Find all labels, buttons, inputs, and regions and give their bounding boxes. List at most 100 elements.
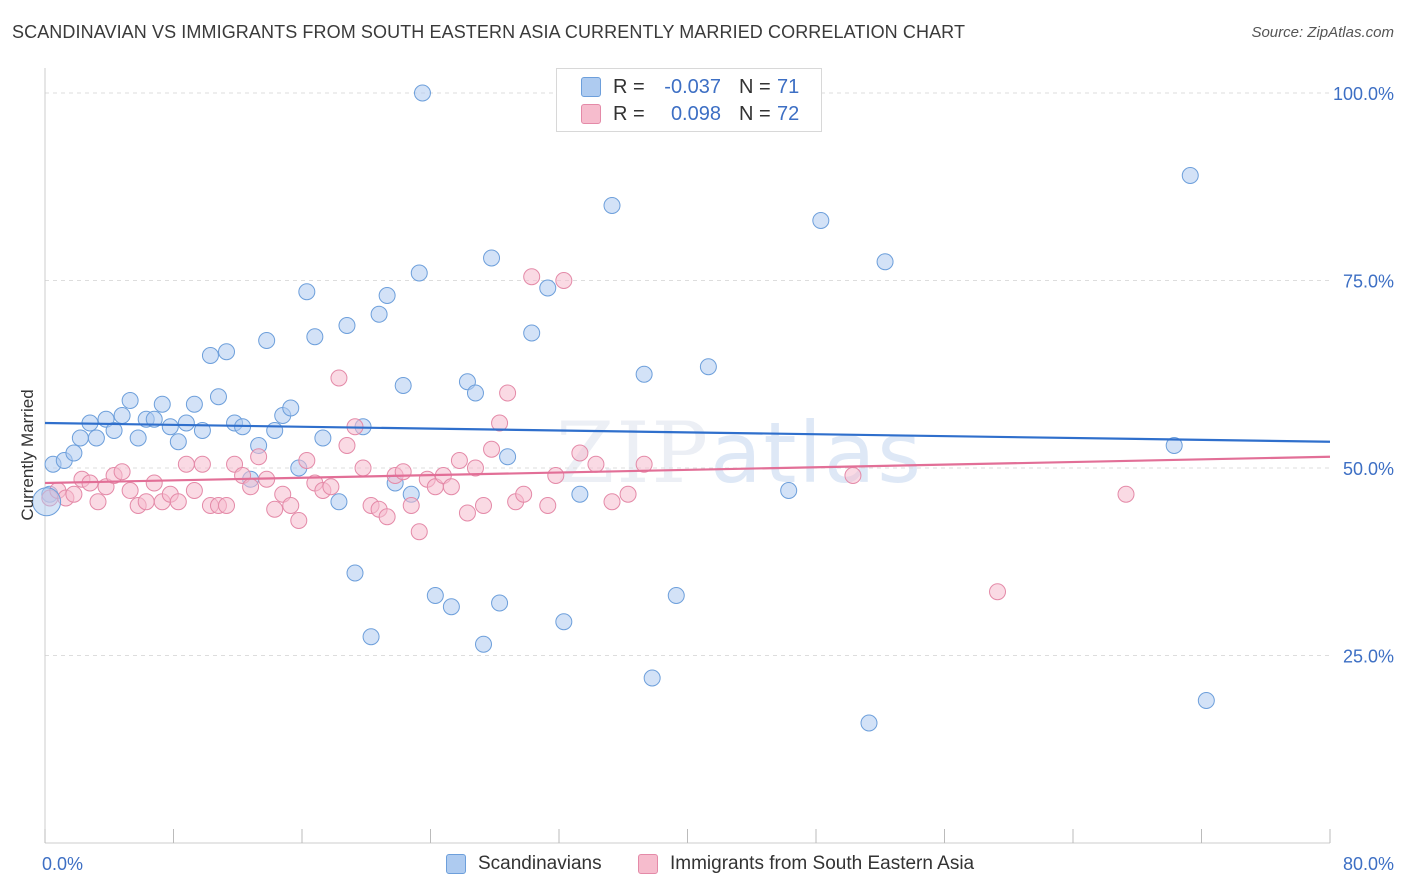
- scandinavian-point: [466, 384, 484, 402]
- immigrant-point: [539, 497, 557, 514]
- immigrant-point: [250, 448, 268, 466]
- scandinavian-point: [370, 305, 388, 323]
- tick-labels: 25.0% 50.0% 75.0% 100.0% 0.0% 80.0%: [42, 84, 1394, 874]
- legend-swatch-pink: [638, 854, 658, 874]
- y-tick-label: 100.0%: [1333, 84, 1394, 104]
- trend-lines: [44, 421, 1331, 485]
- immigrant-point: [137, 493, 155, 511]
- legend-row-scandinavians: R = -0.037 N = 71: [581, 75, 799, 99]
- immigrant-point: [185, 482, 203, 499]
- scandinavian-point: [185, 395, 203, 413]
- scandinavian-point: [346, 564, 364, 582]
- immigrant-point: [515, 485, 533, 503]
- y-tick-label: 75.0%: [1343, 272, 1394, 292]
- immigrant-point: [402, 497, 420, 514]
- immigrant-point: [242, 478, 260, 496]
- immigrant-point: [169, 493, 187, 511]
- legend-series-name: Immigrants from South Eastern Asia: [670, 853, 975, 874]
- legend-series-name: Scandinavians: [478, 853, 602, 874]
- scandinavian-point: [71, 429, 89, 447]
- y-axis-label: Currently Married: [18, 389, 37, 521]
- immigrant-point: [113, 463, 131, 481]
- immigrant-point: [587, 455, 605, 473]
- scandinavian-point: [699, 358, 717, 376]
- immigrant-point: [458, 504, 476, 522]
- scandinavian-point: [306, 328, 324, 346]
- immigrant-point: [193, 455, 211, 473]
- scandinavian-point: [475, 635, 493, 653]
- scandinavian-point: [1165, 437, 1183, 454]
- grid-lines: [45, 92, 1330, 656]
- scandinavian-point: [161, 418, 179, 436]
- scandinavian-point: [201, 347, 219, 364]
- legend-item-scandinavians: Scandinavians: [446, 852, 602, 876]
- source-credit: Source: ZipAtlas.com: [1251, 24, 1394, 41]
- immigrant-point: [483, 440, 501, 458]
- scandinavian-point: [177, 414, 195, 432]
- immigrant-point: [218, 497, 236, 514]
- scandinavian-trend-line: [44, 421, 1331, 443]
- scandinavian-point: [555, 613, 573, 631]
- immigrant-point: [266, 500, 284, 518]
- scandinavian-point: [105, 422, 123, 439]
- scandinavian-point: [218, 343, 236, 361]
- scandinavian-point: [410, 264, 428, 282]
- immigrant-point: [555, 272, 573, 289]
- scandinavian-point: [539, 279, 557, 297]
- scandinavian-point: [860, 714, 878, 732]
- x-tick-label-min: 0.0%: [42, 854, 83, 874]
- scandinavian-point: [643, 669, 661, 687]
- immigrant-point: [121, 482, 139, 499]
- scandinavian-point: [129, 429, 147, 447]
- immigrant-point: [547, 467, 565, 484]
- x-tick-label-max: 80.0%: [1343, 854, 1394, 874]
- scandinavian-point: [153, 395, 171, 413]
- legend-n-label: N =: [739, 75, 771, 98]
- scandinavian-point: [121, 392, 139, 409]
- immigrant-point: [523, 268, 541, 286]
- immigrant-point: [571, 444, 589, 462]
- immigrant-point: [378, 508, 396, 526]
- stats-legend: R = -0.037 N = 71 R = 0.098 N = 72: [556, 68, 822, 132]
- legend-r-label: R =: [613, 102, 645, 125]
- scandinavian-point: [266, 422, 284, 439]
- immigrant-point: [619, 485, 637, 503]
- legend-row-immigrants: R = 0.098 N = 72: [581, 102, 799, 126]
- immigrant-point: [354, 459, 372, 477]
- immigrant-point: [298, 452, 316, 469]
- legend-item-immigrants: Immigrants from South Eastern Asia: [638, 852, 974, 876]
- scandinavian-point: [442, 598, 460, 616]
- legend-r-label: R =: [613, 75, 645, 98]
- immigrant-point: [844, 467, 862, 484]
- scandinavian-point: [780, 482, 798, 499]
- immigrant-point: [330, 369, 348, 387]
- legend-r-value: 0.098: [670, 102, 721, 125]
- immigrant-point: [282, 497, 300, 514]
- y-tick-label: 25.0%: [1343, 647, 1394, 667]
- scandinavian-point: [87, 429, 105, 447]
- immigrant-point: [89, 493, 107, 511]
- scandinavian-point: [258, 332, 276, 349]
- scandinavian-point: [491, 594, 509, 612]
- scandinavian-point: [635, 365, 653, 383]
- zipatlas-watermark: ZIPatlas: [556, 404, 923, 502]
- immigrant-point: [491, 414, 509, 432]
- watermark-atlas: atlas: [710, 404, 924, 502]
- immigrant-point: [338, 437, 356, 454]
- scandinavian-point: [876, 253, 894, 271]
- immigrant-trend-line: [44, 455, 1331, 485]
- scandinavian-point: [523, 324, 541, 342]
- scandinavian-point: [1197, 692, 1215, 709]
- immigrant-point: [410, 523, 428, 541]
- legend-swatch-pink: [581, 104, 601, 124]
- scandinavian-point: [169, 433, 187, 451]
- scandinavian-point: [298, 283, 316, 301]
- data-points: [32, 84, 1215, 732]
- scandinavian-point: [426, 587, 444, 604]
- chart-title: SCANDINAVIAN VS IMMIGRANTS FROM SOUTH EA…: [12, 22, 966, 42]
- scandinavian-point: [571, 485, 589, 503]
- scandinavian-point: [603, 197, 621, 214]
- scandinavian-point: [499, 448, 517, 466]
- scandinavian-point: [378, 287, 396, 304]
